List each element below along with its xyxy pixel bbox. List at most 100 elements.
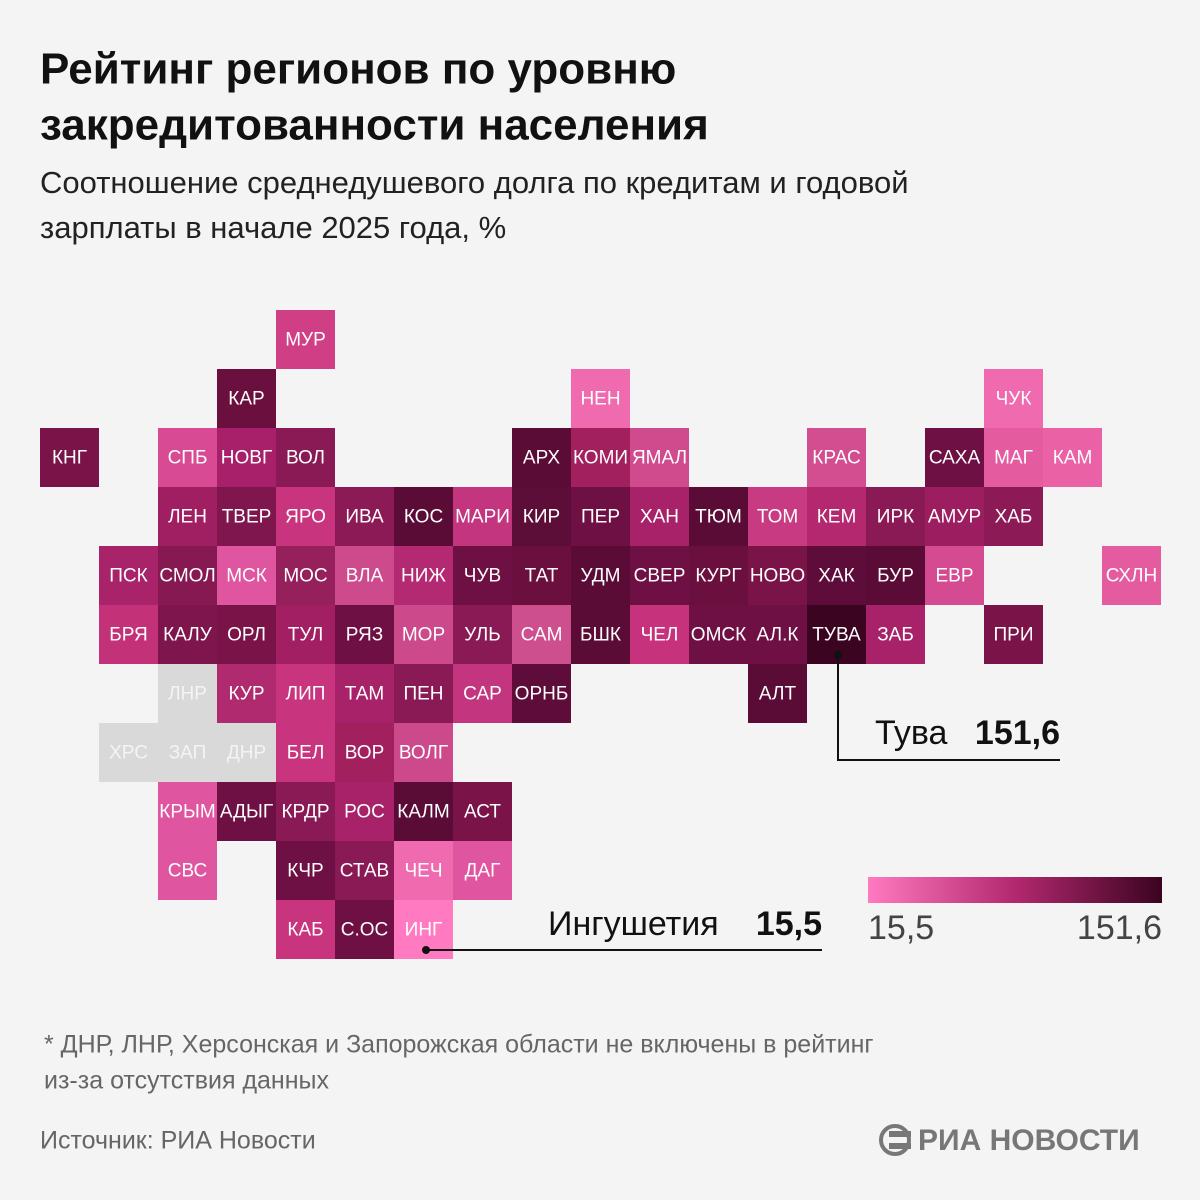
- tile-label: ПСК: [109, 566, 147, 587]
- tile-label: ЧУВ: [464, 566, 501, 587]
- tile: [512, 546, 571, 605]
- tile: [807, 487, 866, 546]
- tile-label: МУР: [285, 330, 326, 351]
- tile: [276, 841, 335, 900]
- tile: [276, 605, 335, 664]
- tile: [748, 664, 807, 723]
- tile-label: С.ОС: [341, 920, 389, 941]
- tile: [748, 487, 807, 546]
- tile: [748, 605, 807, 664]
- tile-label: ТУЛ: [288, 625, 324, 646]
- tile-label: НОВО: [750, 566, 805, 587]
- title: Рейтинг регионов по уровню: [40, 45, 676, 94]
- tile-label: ЛНР: [168, 684, 207, 705]
- tile: [158, 723, 217, 782]
- tile-label: ВОЛГ: [399, 743, 448, 764]
- tile: [630, 605, 689, 664]
- tile-label: ДНР: [227, 743, 266, 764]
- tile: [807, 428, 866, 487]
- tile-label: МОР: [402, 625, 445, 646]
- tile-label: ТЮМ: [695, 507, 742, 528]
- tile-label: КАМ: [1053, 448, 1093, 469]
- tile-label: ЕВР: [935, 566, 973, 587]
- tile: [984, 605, 1043, 664]
- logo-icon: [879, 1124, 911, 1156]
- tile-label: ЧУК: [996, 389, 1032, 410]
- tile-label: АРХ: [523, 448, 560, 469]
- tile-label: ИВА: [345, 507, 384, 528]
- tile: [925, 487, 984, 546]
- tile-map: МУР КАР НЕН ЧУК КНГ СПБ НОВГ ВОЛ АРХ КОМИ ЯМАЛ КРАС…: [40, 310, 1161, 959]
- tile: [276, 428, 335, 487]
- marker: [834, 651, 842, 659]
- tile-label: ИРК: [877, 507, 914, 528]
- tile-label: ТАМ: [345, 684, 384, 705]
- tile-label: ПЕН: [403, 684, 443, 705]
- tile-label: АМУР: [928, 507, 981, 528]
- tile: [512, 487, 571, 546]
- tile-label: СВЕР: [634, 566, 686, 587]
- tile-label: ТВЕР: [222, 507, 272, 528]
- legend-max: 151,6: [1077, 909, 1162, 947]
- tile-label: ЯРО: [285, 507, 326, 528]
- tile-label: МОС: [283, 566, 327, 587]
- tile: [453, 664, 512, 723]
- tile: [571, 487, 630, 546]
- tile-label: ВЛА: [346, 566, 384, 587]
- tile-label: КАБ: [287, 920, 323, 941]
- tile-label: КАЛУ: [163, 625, 213, 646]
- tile: [99, 723, 158, 782]
- tile: [335, 605, 394, 664]
- tile-label: САР: [463, 684, 502, 705]
- annotation-value: 15,5: [756, 905, 822, 943]
- tile: [276, 487, 335, 546]
- tile: [335, 723, 394, 782]
- tile-label: ДАГ: [465, 861, 501, 882]
- tile: [689, 546, 748, 605]
- tile: [335, 841, 394, 900]
- tile: [217, 428, 276, 487]
- tile-label: АЛТ: [759, 684, 797, 705]
- tile: [571, 369, 630, 428]
- tile: [335, 664, 394, 723]
- tile: [866, 605, 925, 664]
- tile: [630, 546, 689, 605]
- tile: [158, 664, 217, 723]
- tile: [394, 723, 453, 782]
- tile-label: ЗАБ: [877, 625, 914, 646]
- tile-label: ХАК: [818, 566, 854, 587]
- tile-label: КНГ: [52, 448, 87, 469]
- tile-label: ЧЕЧ: [405, 861, 443, 882]
- tile-label: ТАТ: [525, 566, 559, 587]
- tile: [1043, 428, 1102, 487]
- tile: [807, 546, 866, 605]
- tile: [276, 310, 335, 369]
- tile-label: КУР: [228, 684, 264, 705]
- tile: [276, 782, 335, 841]
- tile: [335, 900, 394, 959]
- tile-label: КУРГ: [695, 566, 741, 587]
- tile: [158, 782, 217, 841]
- tile-label: АСТ: [464, 802, 501, 823]
- tile-label: НИЖ: [401, 566, 446, 587]
- tile-label: УДМ: [581, 566, 621, 587]
- tile-label: КЧР: [287, 861, 323, 882]
- tile-label: ХАБ: [995, 507, 1033, 528]
- tile: [984, 428, 1043, 487]
- tile: [335, 546, 394, 605]
- tile-label: РЯЗ: [346, 625, 383, 646]
- tile-label: КРДР: [281, 802, 329, 823]
- tile: [453, 841, 512, 900]
- tile-label: КИР: [523, 507, 560, 528]
- tile: [99, 605, 158, 664]
- tile-label: НЕН: [580, 389, 620, 410]
- tile: [512, 605, 571, 664]
- tile: [571, 605, 630, 664]
- tile: [866, 546, 925, 605]
- annotation-name: Тува: [875, 714, 948, 752]
- leader-line: [837, 655, 1060, 761]
- tile-label: БУР: [877, 566, 914, 587]
- tile-label: ХРС: [109, 743, 148, 764]
- tile: [394, 546, 453, 605]
- tile-label: МАГ: [994, 448, 1033, 469]
